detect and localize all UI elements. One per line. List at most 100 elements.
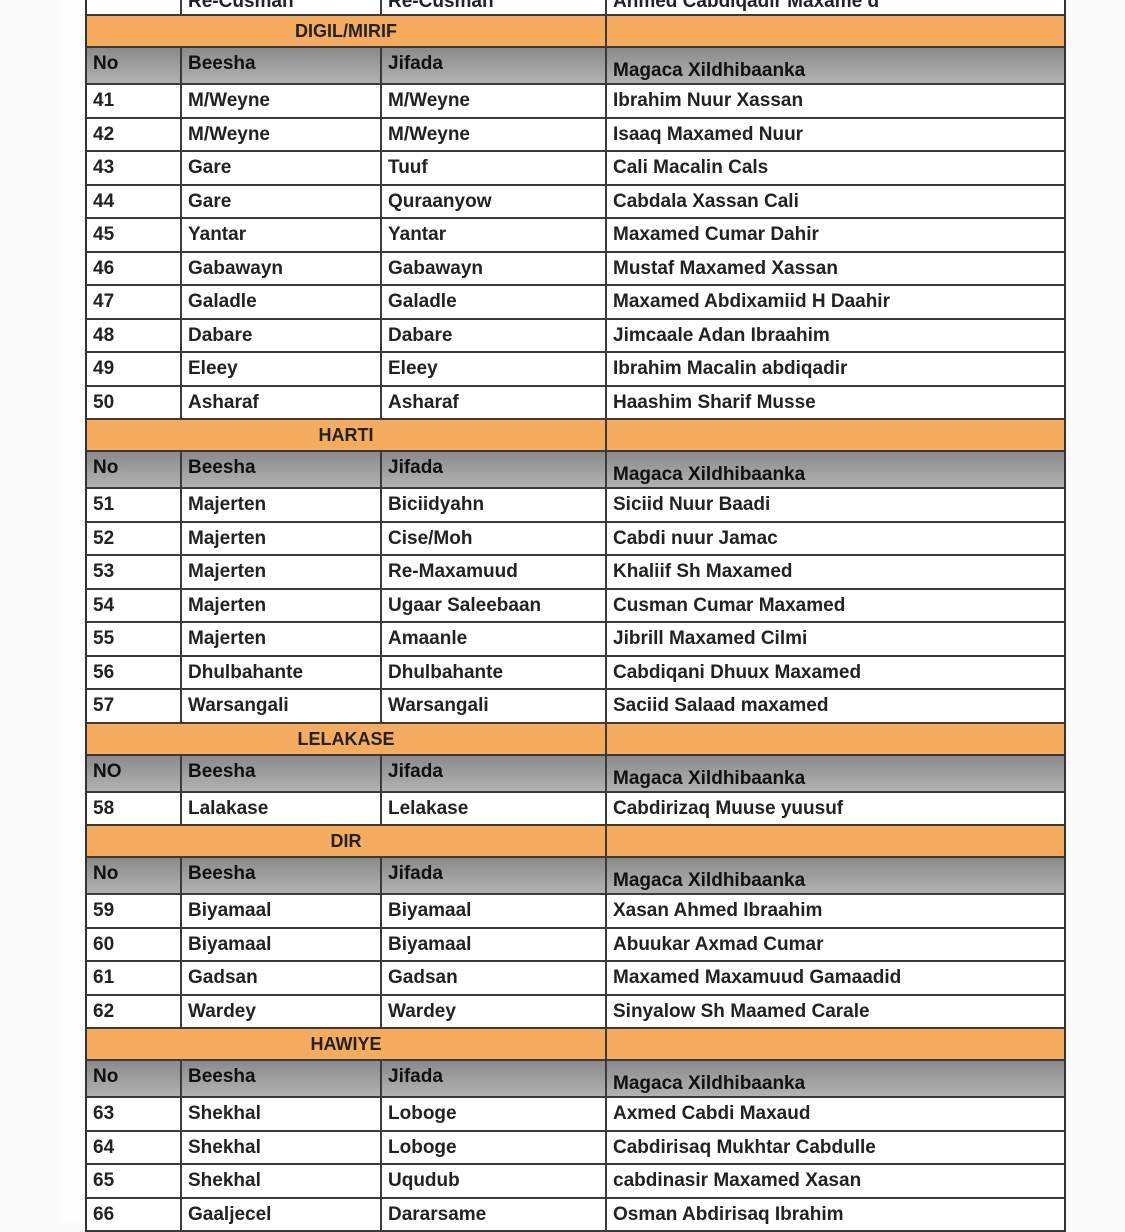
cell-name: Xasan Ahmed Ibraahim	[607, 895, 1064, 927]
cell-name: Mustaf Maxamed Xassan	[607, 253, 1064, 285]
section-header: HARTI	[87, 420, 1064, 452]
cell-beesha: Dabare	[182, 320, 382, 352]
cell-beesha: Dhulbahante	[182, 657, 382, 689]
cell-beesha: Warsangali	[182, 690, 382, 722]
cell-no: 55	[87, 623, 182, 655]
cell-jifada: Amaanle	[382, 623, 607, 655]
cell-jifada: Loboge	[382, 1098, 607, 1130]
cell-no: 66	[87, 1199, 182, 1231]
cell-jifada: Lelakase	[382, 793, 607, 825]
cell-no: 51	[87, 489, 182, 521]
cell-no: 61	[87, 962, 182, 994]
cell-name: Axmed Cabdi Maxaud	[607, 1098, 1064, 1130]
cell-beesha: Majerten	[182, 623, 382, 655]
cell-jifada: Asharaf	[382, 387, 607, 419]
cell-jifada: Cise/Moh	[382, 523, 607, 555]
cell-no: 44	[87, 186, 182, 218]
cell-no: 63	[87, 1098, 182, 1130]
cell-name: Jimcaale Adan Ibraahim	[607, 320, 1064, 352]
cell-jifada: Biyamaal	[382, 895, 607, 927]
cell-no: 56	[87, 657, 182, 689]
cell-beesha: Asharaf	[182, 387, 382, 419]
cell-name: Haashim Sharif Musse	[607, 387, 1064, 419]
cell-no: 47	[87, 286, 182, 318]
column-header-name: Magaca Xildhibaanka	[607, 1061, 1064, 1096]
cell-name: Abuukar Axmad Cumar	[607, 929, 1064, 961]
cell-no: 59	[87, 895, 182, 927]
cell-name: Cusman Cumar Maxamed	[607, 590, 1064, 622]
cell-beesha: Re-Cusman	[182, 0, 382, 14]
section-header-blank	[607, 16, 1064, 46]
column-header-beesha: Beesha	[182, 48, 382, 83]
column-header-beesha: Beesha	[182, 858, 382, 893]
column-header-no: No	[87, 452, 182, 487]
cell-jifada: Eleey	[382, 353, 607, 385]
column-header-jifada: Jifada	[382, 858, 607, 893]
cell-beesha: Shekhal	[182, 1098, 382, 1130]
section-title: LELAKASE	[87, 724, 607, 754]
cell-name: Ibrahim Nuur Xassan	[607, 85, 1064, 117]
cell-no: 64	[87, 1132, 182, 1164]
section-header: DIR	[87, 826, 1064, 858]
column-header-no: No	[87, 1061, 182, 1096]
cell-beesha: Majerten	[182, 590, 382, 622]
cell-no: 41	[87, 85, 182, 117]
cell-jifada: Yantar	[382, 219, 607, 251]
cell-beesha: Biyamaal	[182, 929, 382, 961]
cell-name: cabdinasir Maxamed Xasan	[607, 1165, 1064, 1197]
cell-beesha: M/Weyne	[182, 119, 382, 151]
section-header-blank	[607, 1029, 1064, 1059]
table-row-partial: Re-Cusman Re-Cusman Ahmed Cabdiqadir Max…	[87, 0, 1064, 16]
column-header-no: NO	[87, 756, 182, 791]
column-header-jifada: Jifada	[382, 1061, 607, 1096]
cell-no: 54	[87, 590, 182, 622]
column-header-jifada: Jifada	[382, 452, 607, 487]
cell-name: Cabdirisaq Mukhtar Cabdulle	[607, 1132, 1064, 1164]
column-header-jifada: Jifada	[382, 756, 607, 791]
cell-jifada: Re-Maxamuud	[382, 556, 607, 588]
cell-no: 57	[87, 690, 182, 722]
cell-no: 53	[87, 556, 182, 588]
cell-beesha: Majerten	[182, 556, 382, 588]
cell-beesha: M/Weyne	[182, 85, 382, 117]
cell-name: Osman Abdirisaq Ibrahim	[607, 1199, 1064, 1231]
column-header-name: Magaca Xildhibaanka	[607, 756, 1064, 791]
column-header-name: Magaca Xildhibaanka	[607, 452, 1064, 487]
column-header-beesha: Beesha	[182, 452, 382, 487]
cell-name: Ibrahim Macalin abdiqadir	[607, 353, 1064, 385]
cell-beesha: Eleey	[182, 353, 382, 385]
cell-jifada: M/Weyne	[382, 85, 607, 117]
cell-beesha: Gare	[182, 186, 382, 218]
cell-no: 52	[87, 523, 182, 555]
cell-no: 62	[87, 996, 182, 1028]
cell-no: 58	[87, 793, 182, 825]
cell-beesha: Galadle	[182, 286, 382, 318]
cell-beesha: Gare	[182, 152, 382, 184]
cell-jifada: Wardey	[382, 996, 607, 1028]
cell-name: Maxamed Cumar Dahir	[607, 219, 1064, 251]
cell-beesha: Wardey	[182, 996, 382, 1028]
section-header: LELAKASE	[87, 724, 1064, 756]
cell-jifada: M/Weyne	[382, 119, 607, 151]
cell-jifada: Dabare	[382, 320, 607, 352]
column-header-name: Magaca Xildhibaanka	[607, 858, 1064, 893]
cell-jifada: Biciidyahn	[382, 489, 607, 521]
cell-no: 43	[87, 152, 182, 184]
cell-jifada: Dararsame	[382, 1199, 607, 1231]
cell-name: Siciid Nuur Baadi	[607, 489, 1064, 521]
cell-jifada: Warsangali	[382, 690, 607, 722]
